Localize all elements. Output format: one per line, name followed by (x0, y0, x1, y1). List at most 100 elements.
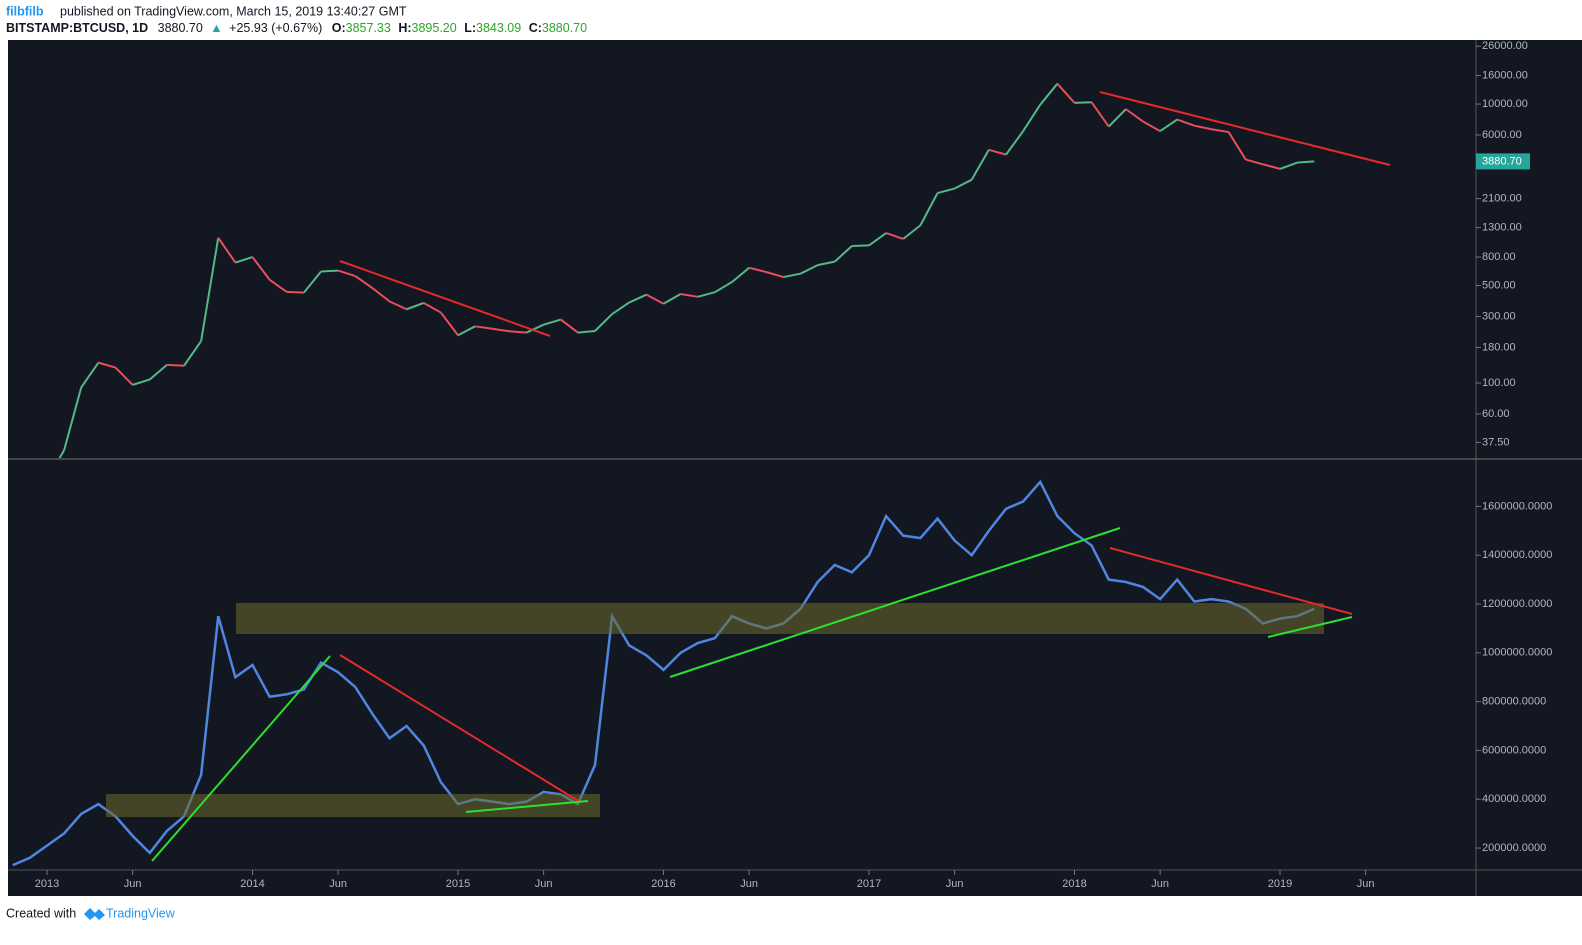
c-label: C: (529, 21, 542, 35)
price-segment (217, 237, 237, 264)
y-tick-label: 1600000.0000 (1482, 500, 1552, 512)
price-segment (1142, 120, 1161, 132)
x-tick-label: 2019 (1268, 878, 1292, 890)
price-segment (1022, 104, 1042, 132)
trend-line (1267, 616, 1353, 638)
price-segment (1039, 83, 1059, 106)
change: +25.93 (+0.67%) (229, 21, 322, 35)
y-tick-label: 180.00 (1482, 341, 1516, 353)
price-segment (988, 148, 1007, 156)
x-tick-label: Jun (124, 878, 142, 890)
y-tick-label: 500.00 (1482, 279, 1516, 291)
x-tick-label: 2015 (446, 878, 470, 890)
legend-line: BITSTAMP:BTCUSD, 1D 3880.70 ▲ +25.93 (+0… (6, 21, 587, 35)
price-segment (954, 178, 973, 190)
price-segment (1090, 101, 1110, 128)
c: 3880.70 (542, 21, 587, 35)
trend-line (339, 654, 581, 803)
trend-line (339, 260, 551, 337)
last-price-box (1476, 153, 1530, 170)
price-segment (423, 302, 442, 314)
x-tick-label: Jun (1151, 878, 1169, 890)
price-segment (902, 224, 921, 240)
x-tick-label: Jun (535, 878, 553, 890)
price-segment (235, 256, 253, 264)
price-segment (611, 301, 630, 315)
footer-created: Created with (6, 906, 76, 920)
price-segment (1194, 124, 1212, 131)
price-segment (492, 327, 510, 333)
price-segment (748, 266, 767, 273)
price-segment (58, 449, 65, 458)
y-tick-label: 10000.00 (1482, 98, 1528, 110)
price-segment (834, 245, 853, 263)
price-segment (183, 340, 202, 367)
price-segment (1279, 161, 1298, 170)
price-segment (303, 270, 322, 294)
y-tick-label: 1300.00 (1482, 222, 1522, 234)
price-segment (663, 293, 682, 305)
arrow: ▲ (210, 21, 222, 35)
trend-line (1109, 547, 1353, 615)
price-segment (1297, 160, 1315, 164)
price-segment (560, 318, 579, 334)
price-segment (628, 293, 647, 304)
price-segment (594, 313, 613, 332)
trend-line (151, 655, 331, 862)
trend-line (1099, 91, 1391, 166)
x-tick-label: 2017 (857, 878, 881, 890)
y-tick-label: 1200000.0000 (1482, 598, 1552, 610)
trend-line (465, 800, 589, 813)
symbol: BITSTAMP:BTCUSD, 1D (6, 21, 148, 35)
price-segment (200, 237, 220, 342)
l-label: L: (464, 21, 476, 35)
y-tick-label: 1000000.0000 (1482, 647, 1552, 659)
chart-bg (8, 40, 1582, 896)
zone-box (106, 794, 600, 817)
price-segment (919, 192, 939, 226)
price-segment (1245, 158, 1264, 166)
price-segment (371, 287, 391, 303)
o: 3857.33 (346, 21, 391, 35)
y-tick-label: 26000.00 (1482, 40, 1528, 52)
price-segment (1074, 101, 1092, 104)
brand-logo (84, 908, 105, 920)
price-segment (1262, 163, 1281, 170)
published: published on TradingView.com, March 15, … (60, 4, 407, 18)
h-label: H: (398, 21, 411, 35)
price-segment (320, 269, 339, 273)
price-segment (680, 292, 698, 298)
y-tick-label: 100.00 (1482, 377, 1516, 389)
footer-brand: TradingView (106, 906, 176, 920)
x-tick-label: 2016 (651, 878, 675, 890)
price-segment (98, 361, 116, 369)
x-tick-label: Jun (740, 878, 758, 890)
y-tick-label: 6000.00 (1482, 129, 1522, 141)
price-segment (1108, 108, 1127, 128)
y-tick-label: 400000.0000 (1482, 793, 1546, 805)
price-segment (114, 366, 134, 386)
price-segment (457, 325, 476, 337)
x-tick-label: Jun (329, 878, 347, 890)
header-bg (0, 0, 1582, 40)
price-segment (731, 267, 750, 283)
y-tick-label: 300.00 (1482, 310, 1516, 322)
annotations (106, 91, 1391, 862)
price-segment (149, 364, 168, 381)
x-tick-label: Jun (946, 878, 964, 890)
price-segment (63, 387, 83, 451)
price-segment (1056, 83, 1076, 104)
price-segment (543, 318, 562, 326)
author: filbfilb (6, 4, 44, 18)
x-tick-label: 2013 (35, 878, 59, 890)
o-label: O: (332, 21, 346, 35)
last-price-label: 3880.70 (1482, 155, 1522, 167)
price-segment (697, 291, 716, 298)
x-tick-label: 2014 (240, 878, 264, 890)
y-tick-label: 16000.00 (1482, 70, 1528, 82)
price-segment (509, 330, 527, 334)
price-segment (885, 232, 904, 240)
price-segment (474, 325, 493, 330)
price-segment (389, 300, 408, 311)
